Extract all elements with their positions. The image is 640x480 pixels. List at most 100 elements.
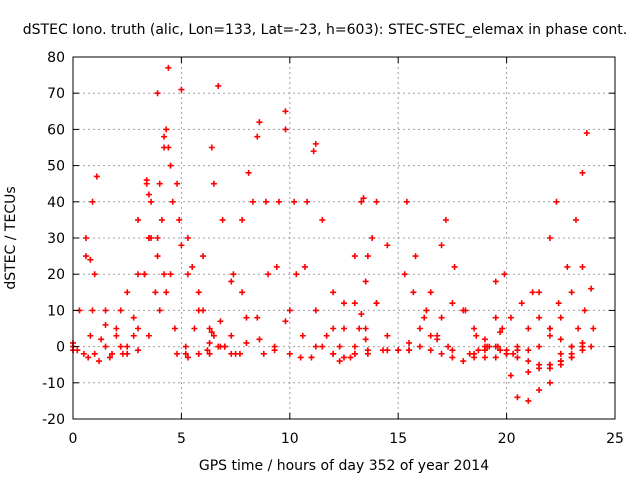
data-point <box>135 271 142 278</box>
data-point <box>507 372 514 379</box>
data-point <box>442 216 449 223</box>
data-point <box>358 311 365 318</box>
data-point <box>514 354 521 361</box>
data-point <box>416 343 423 350</box>
data-point <box>362 278 369 285</box>
data-point <box>256 119 263 126</box>
data-point <box>148 198 155 205</box>
data-point <box>91 271 98 278</box>
x-tick-label: 5 <box>177 431 186 447</box>
y-tick-label: 10 <box>47 303 65 319</box>
data-point <box>182 350 189 357</box>
data-point <box>427 332 434 339</box>
data-point <box>518 300 525 307</box>
data-point <box>427 289 434 296</box>
x-axis-ticks: 0 5 10 15 20 25 <box>69 57 624 447</box>
data-point <box>262 198 269 205</box>
y-tick-label: 40 <box>47 195 65 211</box>
data-point <box>221 343 228 350</box>
data-point <box>330 325 337 332</box>
data-point <box>135 325 142 332</box>
data-point <box>364 347 371 354</box>
data-point <box>141 271 148 278</box>
x-tick-label: 10 <box>281 431 299 447</box>
data-point <box>265 271 272 278</box>
data-point <box>330 350 337 357</box>
data-point <box>165 144 172 151</box>
data-point <box>568 354 575 361</box>
series-10 <box>165 144 235 357</box>
data-point <box>273 263 280 270</box>
data-point <box>460 358 467 365</box>
data-point <box>215 82 222 89</box>
data-point <box>174 180 181 187</box>
series-22 <box>336 198 380 365</box>
data-point <box>553 198 560 205</box>
data-point <box>245 169 252 176</box>
data-point <box>91 350 98 357</box>
series-18 <box>282 126 371 357</box>
data-point <box>200 307 207 314</box>
data-point <box>282 108 289 115</box>
series-6 <box>143 64 172 260</box>
data-point <box>85 354 92 361</box>
y-tick-label: -10 <box>42 376 65 392</box>
data-point <box>230 271 237 278</box>
data-point <box>154 253 161 260</box>
data-point <box>293 271 300 278</box>
data-point <box>87 332 94 339</box>
data-point <box>89 307 96 314</box>
data-point <box>507 314 514 321</box>
series-32 <box>475 289 536 354</box>
data-point <box>184 354 191 361</box>
data-point <box>210 332 217 339</box>
series-29 <box>406 300 510 354</box>
series-24 <box>330 242 391 361</box>
series-15 <box>204 119 263 354</box>
y-tick-label: -20 <box>42 412 65 428</box>
data-point <box>579 169 586 176</box>
data-point <box>102 307 109 314</box>
data-point <box>312 343 319 350</box>
data-point <box>80 350 87 357</box>
data-point <box>208 329 215 336</box>
data-point <box>254 133 261 140</box>
data-point <box>249 198 256 205</box>
data-point <box>87 256 94 263</box>
series-2 <box>83 198 155 357</box>
data-point <box>98 336 105 343</box>
data-point <box>438 242 445 249</box>
data-point <box>529 289 536 296</box>
data-point <box>312 307 319 314</box>
data-point <box>384 332 391 339</box>
series-25 <box>351 300 369 332</box>
data-point <box>195 350 202 357</box>
data-point <box>243 314 250 321</box>
data-point <box>323 332 330 339</box>
data-point <box>330 289 337 296</box>
data-point <box>555 300 562 307</box>
data-point <box>124 350 131 357</box>
data-point <box>451 263 458 270</box>
data-point <box>228 278 235 285</box>
data-point <box>191 325 198 332</box>
data-point <box>384 242 391 249</box>
data-point <box>471 350 478 357</box>
data-point <box>336 343 343 350</box>
data-point <box>174 350 181 357</box>
grid <box>73 57 615 419</box>
data-point <box>154 90 161 97</box>
data-point <box>362 325 369 332</box>
data-point <box>341 354 347 361</box>
data-point <box>89 198 96 205</box>
data-point <box>171 325 178 332</box>
data-point <box>406 339 413 346</box>
data-point <box>74 347 81 354</box>
data-point <box>536 289 543 296</box>
series-36 <box>546 130 590 332</box>
data-point <box>525 368 532 375</box>
data-point <box>492 354 499 361</box>
data-point <box>423 307 430 314</box>
data-point <box>163 126 170 133</box>
